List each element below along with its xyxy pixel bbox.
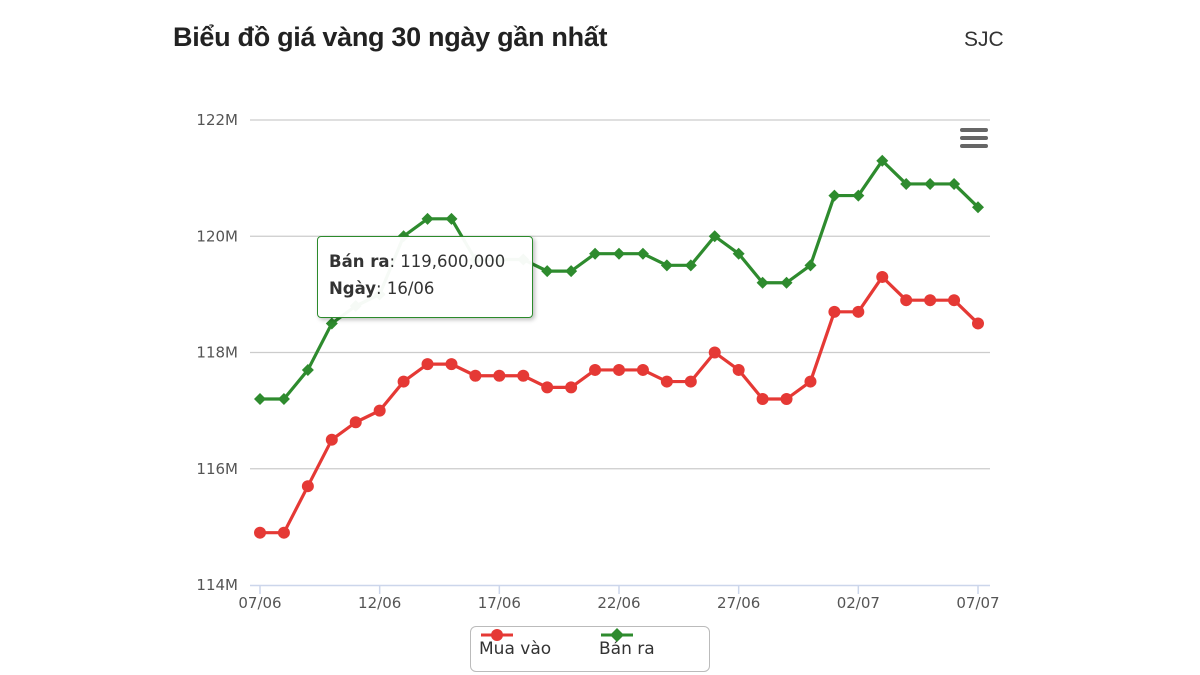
data-point[interactable] — [589, 247, 602, 260]
legend: Mua vào Bán ra — [470, 626, 710, 672]
data-point[interactable] — [900, 294, 913, 307]
data-point[interactable] — [972, 201, 984, 214]
data-point[interactable] — [589, 363, 602, 376]
x-tick-label: 22/06 — [597, 594, 640, 612]
data-point[interactable] — [493, 369, 506, 382]
data-point[interactable] — [421, 358, 434, 371]
data-point[interactable] — [732, 247, 745, 260]
data-point[interactable] — [301, 363, 314, 376]
chart-title: Biểu đồ giá vàng 30 ngày gần nhất — [173, 22, 608, 52]
tooltip-series-label: Bán ra — [329, 252, 390, 271]
y-axis-labels: 114M 116M 118M 120M 122M — [196, 111, 238, 594]
x-tick-label: 27/06 — [717, 594, 760, 612]
tooltip-date-label: Ngày — [329, 279, 377, 298]
x-tick-label: 07/07 — [956, 594, 999, 612]
data-point[interactable] — [277, 393, 290, 405]
y-tick-label: 114M — [196, 576, 238, 594]
data-point[interactable] — [924, 177, 937, 190]
data-point[interactable] — [421, 212, 434, 225]
tooltip: Bán ra: 119,600,000 Ngày: 16/06 — [317, 236, 533, 318]
x-tick-label: 02/07 — [837, 594, 880, 612]
x-tick-label: 07/06 — [238, 594, 281, 612]
data-point[interactable] — [445, 358, 458, 371]
data-point[interactable] — [708, 346, 721, 359]
data-point[interactable] — [756, 276, 769, 289]
data-point[interactable] — [445, 212, 458, 225]
legend-item-sell[interactable]: Bán ra — [599, 627, 655, 671]
data-point[interactable] — [660, 375, 673, 388]
legend-circle-icon — [481, 629, 513, 641]
data-point[interactable] — [301, 480, 314, 493]
data-point[interactable] — [254, 526, 266, 539]
tooltip-value: 119,600,000 — [400, 252, 506, 271]
data-point[interactable] — [349, 416, 362, 429]
data-point[interactable] — [924, 294, 937, 307]
series-layer — [254, 154, 984, 539]
x-axis — [250, 584, 990, 594]
data-point[interactable] — [325, 433, 338, 446]
y-tick-label: 118M — [196, 344, 238, 362]
data-point[interactable] — [613, 363, 625, 376]
data-point[interactable] — [948, 177, 961, 190]
y-tick-label: 116M — [196, 460, 238, 478]
tooltip-date: 16/06 — [386, 279, 435, 298]
data-point[interactable] — [684, 259, 697, 272]
data-point[interactable] — [565, 265, 578, 278]
legend-label-sell: Bán ra — [599, 639, 655, 659]
data-point[interactable] — [613, 247, 625, 260]
x-axis-labels: 07/06 12/06 17/06 22/06 27/06 02/07 07/07 — [238, 594, 999, 612]
data-point[interactable] — [541, 265, 554, 278]
data-point[interactable] — [780, 276, 793, 289]
data-point[interactable] — [900, 177, 913, 190]
data-point[interactable] — [373, 404, 386, 417]
series-buy — [254, 270, 984, 539]
data-point[interactable] — [804, 259, 817, 272]
data-point[interactable] — [254, 393, 266, 405]
data-point[interactable] — [660, 259, 673, 272]
data-point[interactable] — [852, 305, 865, 318]
legend-item-buy[interactable]: Mua vào — [479, 627, 551, 671]
data-point[interactable] — [804, 375, 817, 388]
data-point[interactable] — [469, 369, 482, 382]
data-point[interactable] — [948, 294, 961, 307]
data-point[interactable] — [876, 154, 889, 167]
data-point[interactable] — [541, 381, 554, 394]
data-point[interactable] — [397, 375, 410, 388]
legend-label-buy: Mua vào — [479, 639, 552, 659]
data-point[interactable] — [325, 317, 338, 330]
data-point[interactable] — [876, 270, 889, 283]
data-point[interactable] — [684, 375, 697, 388]
data-point[interactable] — [636, 247, 649, 260]
data-point[interactable] — [277, 526, 290, 539]
x-tick-label: 12/06 — [358, 594, 401, 612]
data-point[interactable] — [636, 363, 649, 376]
data-point[interactable] — [972, 317, 984, 330]
legend-diamond-icon — [601, 628, 633, 642]
y-tick-label: 120M — [196, 227, 238, 245]
y-tick-label: 122M — [196, 111, 238, 129]
data-point[interactable] — [708, 230, 721, 243]
brand-label: SJC — [964, 28, 1004, 51]
x-tick-label: 17/06 — [478, 594, 521, 612]
data-point[interactable] — [756, 393, 769, 405]
data-point[interactable] — [732, 363, 745, 376]
data-point[interactable] — [780, 393, 793, 405]
data-point[interactable] — [852, 189, 865, 202]
hamburger-menu-icon[interactable] — [960, 128, 988, 152]
data-point[interactable] — [517, 369, 530, 382]
data-point[interactable] — [828, 305, 841, 318]
data-point[interactable] — [828, 189, 841, 202]
data-point[interactable] — [565, 381, 578, 394]
